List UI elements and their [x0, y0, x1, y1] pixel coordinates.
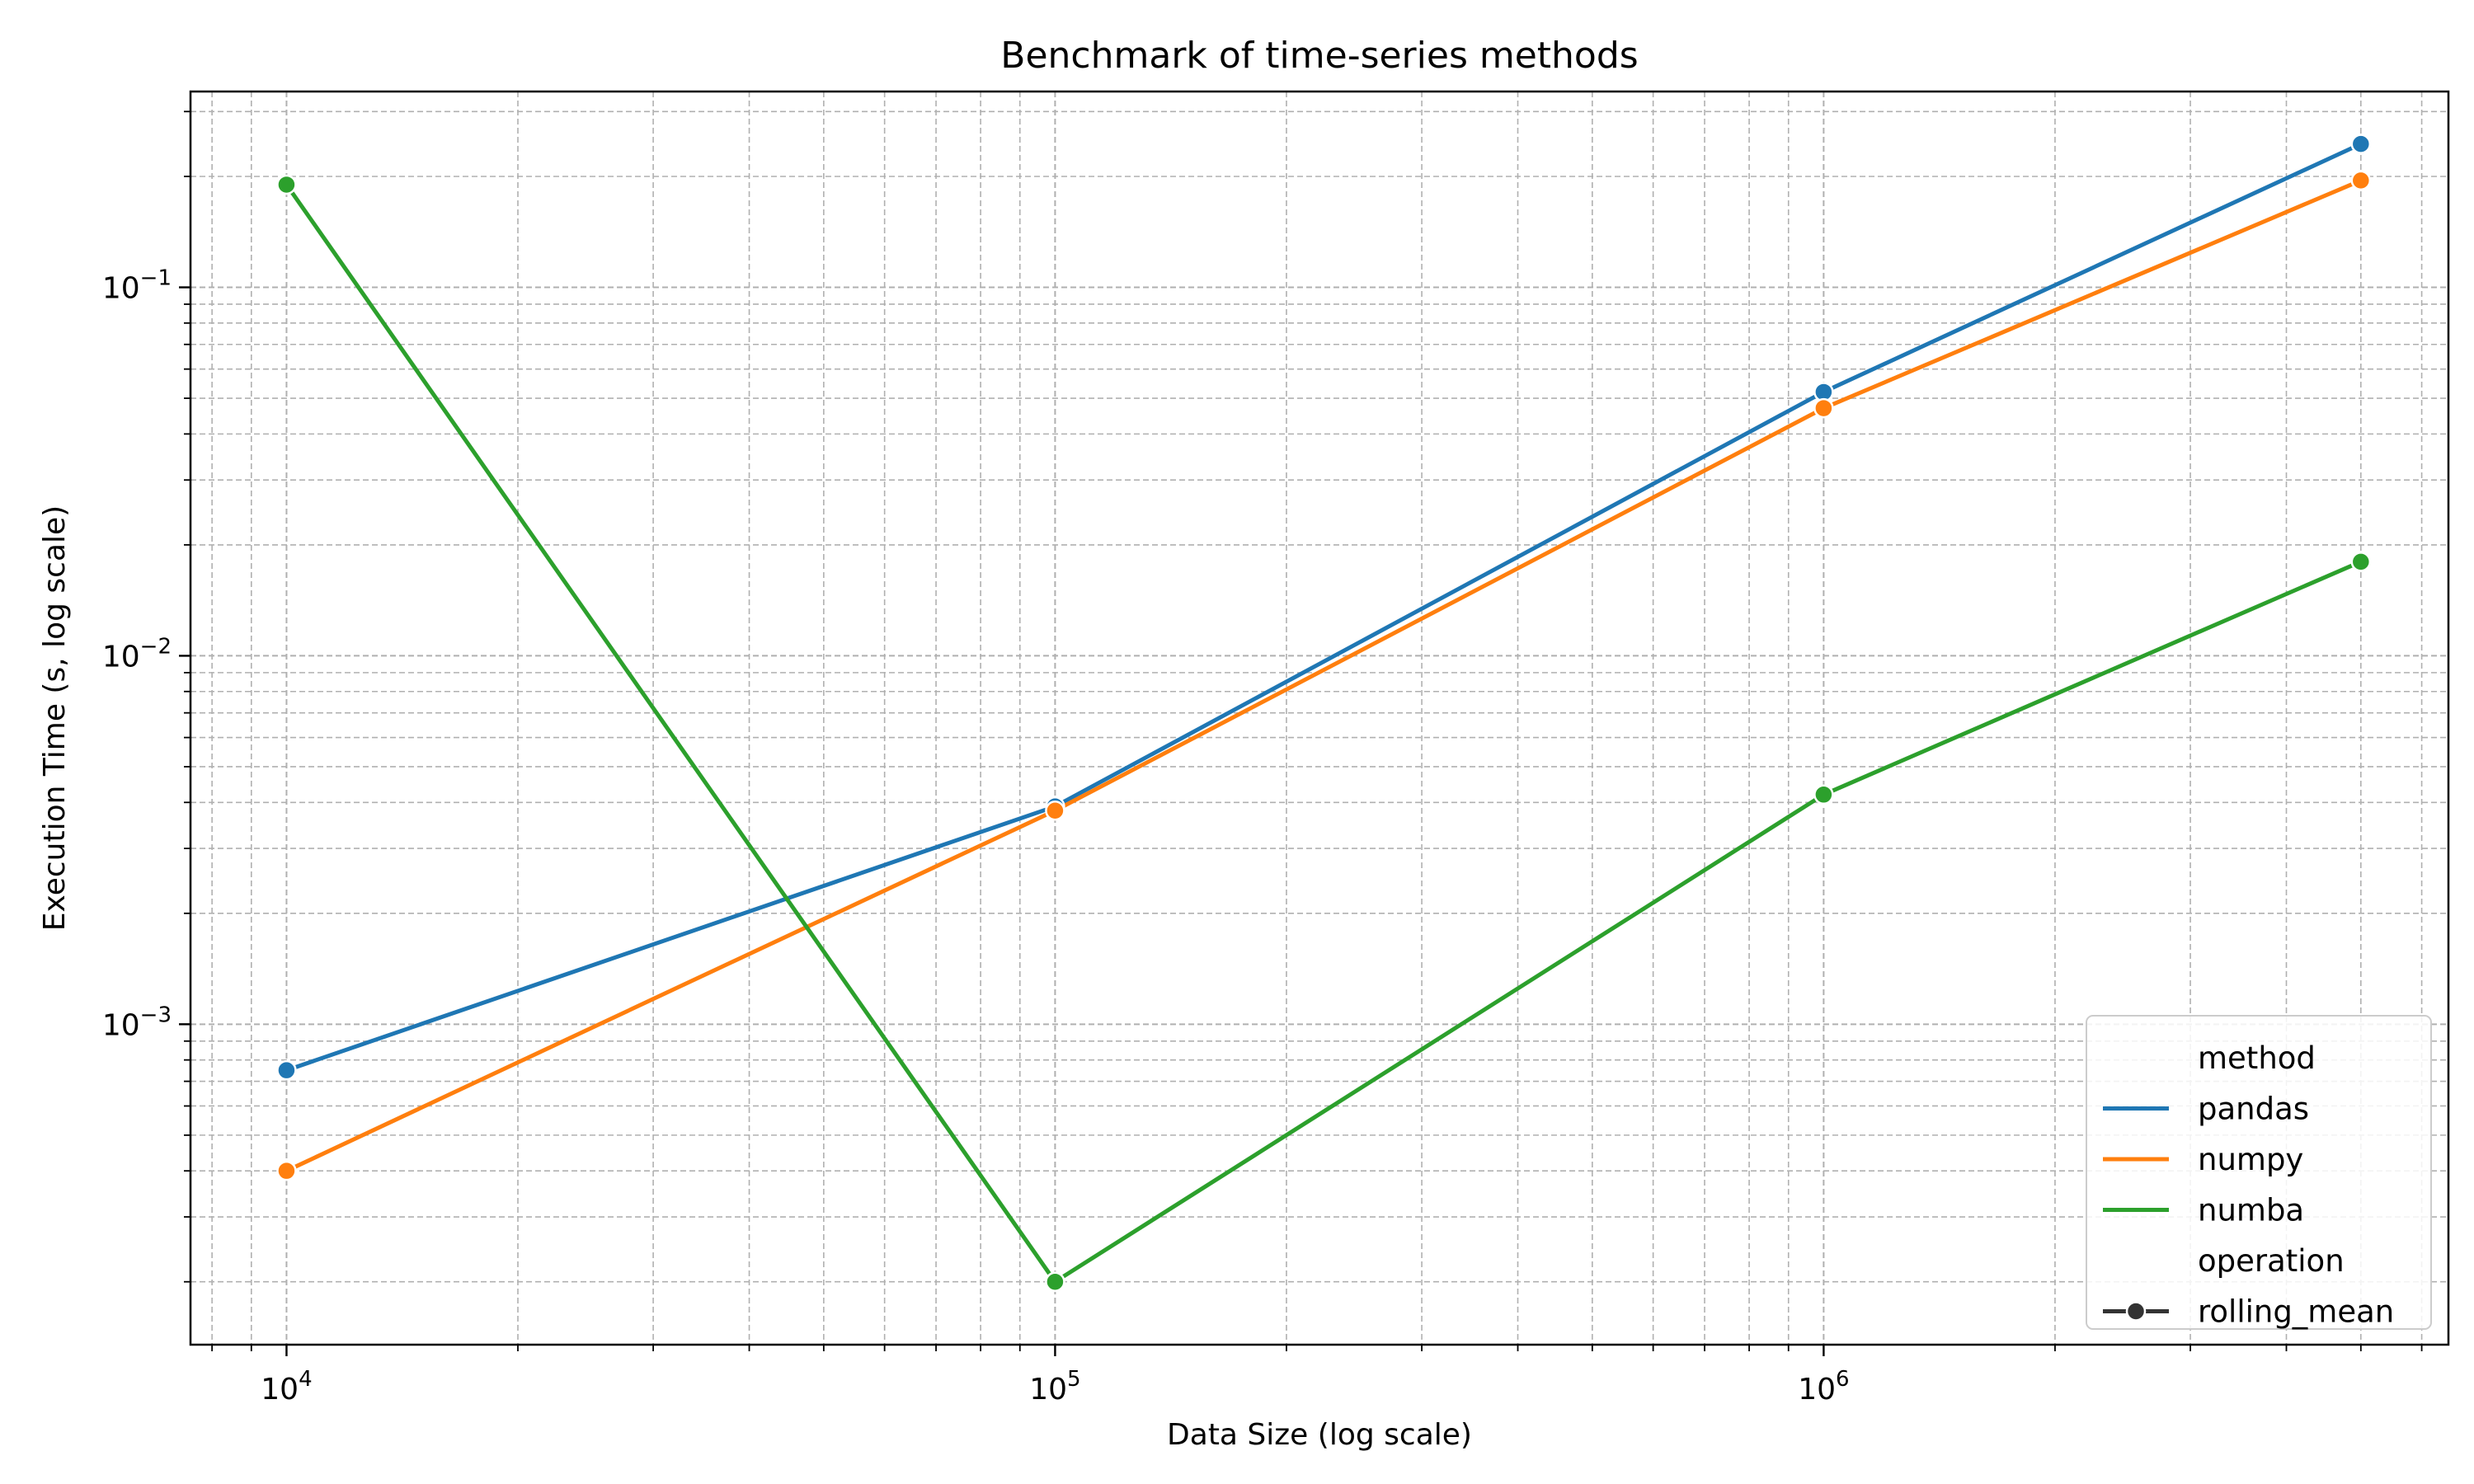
x-tick-label: 105	[1029, 1367, 1080, 1407]
x-tick-exponent: 4	[299, 1367, 313, 1392]
y-tick-label: 10−3	[102, 1003, 172, 1042]
y-tick-base: 10	[102, 1008, 140, 1042]
y-tick-exponent: −3	[140, 1003, 172, 1027]
legend-label-pandas: pandas	[2198, 1092, 2309, 1127]
x-axis-label: Data Size (log scale)	[1167, 1418, 1472, 1452]
data-point-numpy	[2350, 170, 2372, 191]
x-tick-base: 10	[261, 1373, 299, 1407]
legend: method pandas numpy numba operation rolling_m…	[2086, 1015, 2432, 1330]
legend-label-numpy: numpy	[2198, 1142, 2303, 1177]
y-axis-label: Execution Time (s, log scale)	[38, 505, 72, 931]
data-point-numpy	[1813, 397, 1834, 419]
legend-label-numba: numba	[2198, 1193, 2304, 1228]
x-tick-exponent: 5	[1067, 1367, 1081, 1392]
data-point-numpy	[1045, 800, 1065, 821]
data-point-numba	[1045, 1271, 1065, 1292]
x-tick-exponent: 6	[1836, 1367, 1850, 1392]
data-point-numpy	[276, 1160, 297, 1181]
x-tick-base: 10	[1029, 1373, 1067, 1407]
data-point-numba	[1813, 784, 1834, 805]
plot-frame	[189, 90, 2450, 1346]
y-tick-label: 10−1	[102, 266, 172, 306]
legend-title-operation: operation	[2198, 1243, 2345, 1279]
series-line-numpy	[284, 178, 2363, 1173]
y-tick-label: 10−2	[102, 634, 172, 674]
data-point-numba	[2350, 552, 2372, 572]
series-line-pandas	[284, 142, 2363, 1073]
legend-marker-rolling_mean	[2125, 1301, 2147, 1322]
x-tick-label: 104	[261, 1367, 312, 1407]
series-line-numba	[284, 182, 2363, 1284]
x-tick-label: 106	[1798, 1367, 1849, 1407]
legend-label-rolling_mean: rolling_mean	[2198, 1294, 2394, 1330]
data-point-numba	[276, 174, 297, 195]
legend-box	[2086, 1015, 2432, 1330]
x-tick-base: 10	[1798, 1373, 1836, 1407]
y-tick-base: 10	[102, 640, 140, 674]
data-point-pandas	[2350, 134, 2372, 154]
series-layer	[276, 134, 2372, 1292]
chart-title: Benchmark of time-series methods	[1000, 35, 1638, 77]
y-tick-exponent: −1	[140, 266, 172, 291]
y-tick-base: 10	[102, 272, 140, 306]
grid	[190, 92, 2448, 1345]
y-tick-exponent: −2	[140, 634, 172, 659]
legend-title-method: method	[2198, 1040, 2316, 1076]
data-point-pandas	[276, 1059, 297, 1081]
